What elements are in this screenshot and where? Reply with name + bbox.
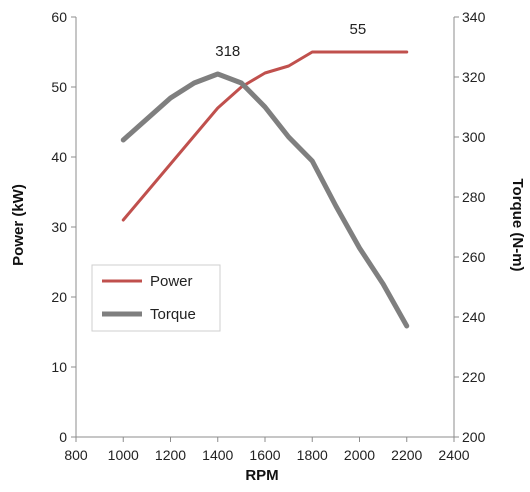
y-right-tick-label: 220	[462, 369, 486, 385]
x-tick-label: 1400	[202, 447, 233, 463]
y-right-tick-label: 320	[462, 69, 486, 85]
x-tick-label: 2200	[391, 447, 422, 463]
x-tick-label: 2400	[438, 447, 469, 463]
y-right-tick-label: 340	[462, 9, 486, 25]
data-annotations: 318 55	[215, 21, 366, 60]
y-right-tick-label: 300	[462, 129, 486, 145]
x-tick-label: 1800	[297, 447, 328, 463]
y-left-tick-label: 40	[51, 149, 67, 165]
series-line-torque	[120, 71, 410, 329]
x-tick-label: 1200	[155, 447, 186, 463]
axes	[71, 16, 459, 442]
y-left-tick-label: 30	[51, 219, 67, 235]
y-left-tick-label: 10	[51, 359, 67, 375]
annotation-power: 55	[350, 21, 367, 38]
y-right-tick-label: 200	[462, 429, 486, 445]
legend: Power Torque	[91, 264, 221, 332]
legend-label-torque: Torque	[150, 306, 196, 323]
y-right-tick-label: 280	[462, 189, 486, 205]
y-left-tick-label: 0	[59, 429, 67, 445]
x-axis-title: RPM	[245, 467, 278, 484]
y-right-tick-label: 260	[462, 249, 486, 265]
tick-labels: 800 1000 1200 1400 1600 1800 2000 2200 2400 0 10 20…	[51, 9, 485, 463]
x-tick-label: 2000	[344, 447, 375, 463]
legend-box	[91, 264, 221, 332]
y-right-tick-label: 240	[462, 309, 486, 325]
x-tick-label: 800	[64, 447, 88, 463]
annotation-torque: 318	[215, 43, 240, 60]
y-left-tick-label: 60	[51, 9, 67, 25]
legend-label-power: Power	[150, 273, 193, 290]
y-left-tick-label: 20	[51, 289, 67, 305]
x-tick-label: 1000	[108, 447, 139, 463]
series-line-power	[121, 50, 409, 222]
y-axis-right-title: Torque (N-m)	[509, 178, 526, 271]
x-tick-label: 1600	[249, 447, 280, 463]
y-left-tick-label: 50	[51, 79, 67, 95]
series-lines	[120, 50, 410, 329]
y-axis-left-title: Power (kW)	[10, 184, 27, 266]
